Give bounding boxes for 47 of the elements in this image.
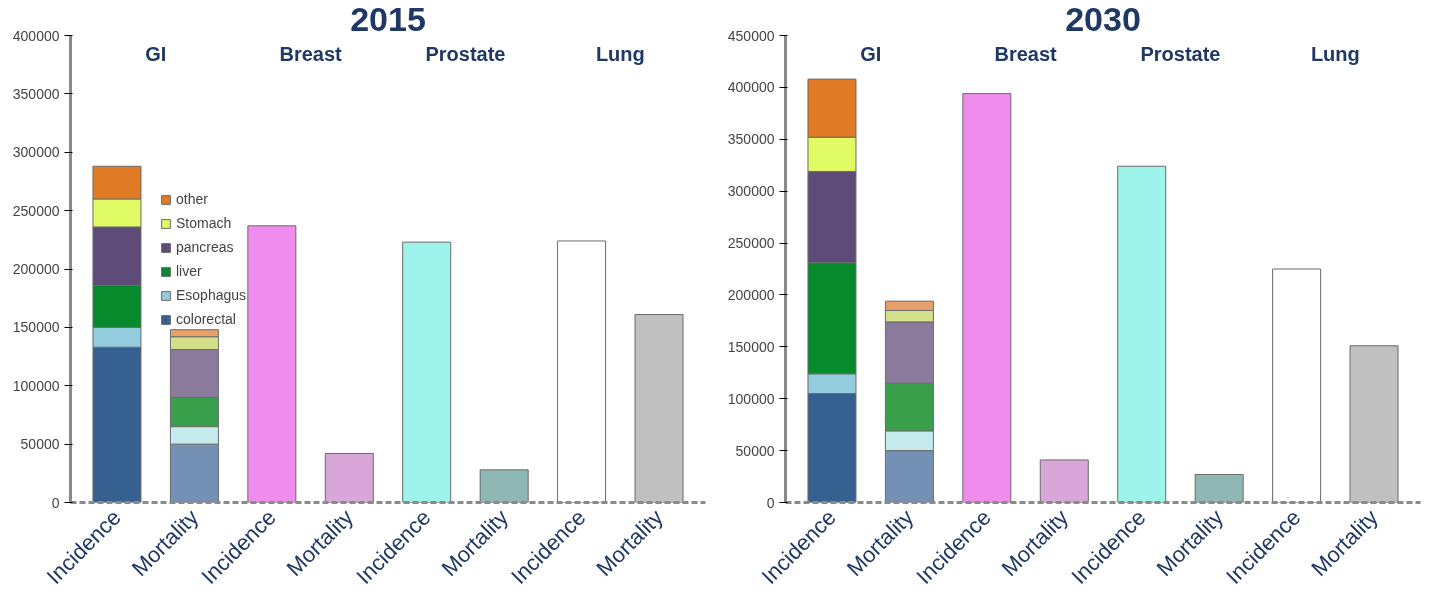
annotation: Lung <box>595 42 645 65</box>
annotation: GI <box>860 42 882 65</box>
annotation: Breast <box>279 42 343 65</box>
bar <box>1117 165 1167 503</box>
y-tick-label: 450000 <box>727 27 775 44</box>
bar <box>1039 459 1089 503</box>
legend-label: other <box>176 191 208 207</box>
bar <box>247 225 297 503</box>
y-tick-label: 400000 <box>12 27 60 44</box>
y-tick-label: 250000 <box>727 235 775 252</box>
legend-label: Esophagus <box>176 287 247 303</box>
bar <box>479 469 529 503</box>
y-tick-label: 150000 <box>727 338 775 355</box>
y-tick-label: 150000 <box>12 319 60 336</box>
bar <box>557 240 607 503</box>
legend-label: colorectal <box>176 311 236 327</box>
y-tick-label: 100000 <box>12 377 60 394</box>
annotation: Lung <box>1310 42 1360 65</box>
y-tick-label: 50000 <box>735 442 775 459</box>
legend-label: pancreas <box>176 239 234 255</box>
bar <box>402 241 452 503</box>
y-tick-label: 100000 <box>727 390 775 407</box>
annotation: GI <box>145 42 167 65</box>
legend-label: liver <box>176 263 202 279</box>
y-tick-label: 200000 <box>12 261 60 277</box>
bar <box>324 452 374 503</box>
y-tick-label: 0 <box>766 494 775 511</box>
y-tick-label: 250000 <box>12 202 60 219</box>
chart-title: 2015 <box>350 0 426 38</box>
annotation: Breast <box>994 42 1058 65</box>
y-tick-label: 400000 <box>727 79 775 96</box>
y-tick-label: 50000 <box>20 436 60 453</box>
bar <box>1349 345 1399 503</box>
legend-label: Stomach <box>176 215 232 231</box>
y-tick-label: 350000 <box>12 85 60 102</box>
bar <box>634 314 684 503</box>
y-tick-label: 300000 <box>12 144 60 161</box>
y-tick-label: 0 <box>51 494 60 511</box>
y-tick-label: 350000 <box>727 131 775 148</box>
bar <box>962 93 1012 503</box>
y-tick-label: 200000 <box>727 286 775 303</box>
bar <box>1272 268 1322 503</box>
chart-title: 2030 <box>1065 0 1141 38</box>
bar <box>1194 473 1244 503</box>
annotation: Prostate <box>1140 42 1221 65</box>
annotation: Prostate <box>425 42 506 65</box>
y-tick-label: 300000 <box>727 183 775 200</box>
